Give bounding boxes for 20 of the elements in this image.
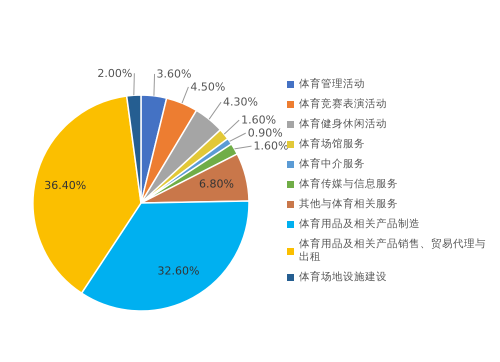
legend-label: 体育用品及相关产品销售、贸易代理与出租 bbox=[299, 238, 487, 264]
legend-label: 体育管理活动 bbox=[299, 78, 365, 91]
legend-label: 其他与体育相关服务 bbox=[299, 198, 398, 211]
data-label: 2.00% bbox=[97, 66, 132, 80]
data-label: 32.60% bbox=[158, 264, 200, 278]
legend-label: 体育健身休闲活动 bbox=[299, 118, 387, 131]
legend-label: 体育中介服务 bbox=[299, 158, 365, 171]
legend-label: 体育竞赛表演活动 bbox=[299, 98, 387, 111]
legend-label: 体育场馆服务 bbox=[299, 138, 365, 151]
data-label: 4.30% bbox=[223, 96, 258, 109]
data-label: 1.60% bbox=[241, 114, 276, 127]
legend-label: 体育用品及相关产品制造 bbox=[299, 218, 420, 231]
data-label: 36.40% bbox=[44, 179, 86, 192]
legend-label: 体育传媒与信息服务 bbox=[299, 178, 398, 191]
data-label: 1.60% bbox=[254, 140, 288, 153]
legend-label: 体育场地设施建设 bbox=[299, 271, 387, 284]
data-label: 0.90% bbox=[248, 126, 283, 140]
data-label: 4.50% bbox=[190, 80, 226, 94]
data-label: 6.80% bbox=[198, 178, 234, 191]
data-label: 3.60% bbox=[156, 67, 192, 80]
